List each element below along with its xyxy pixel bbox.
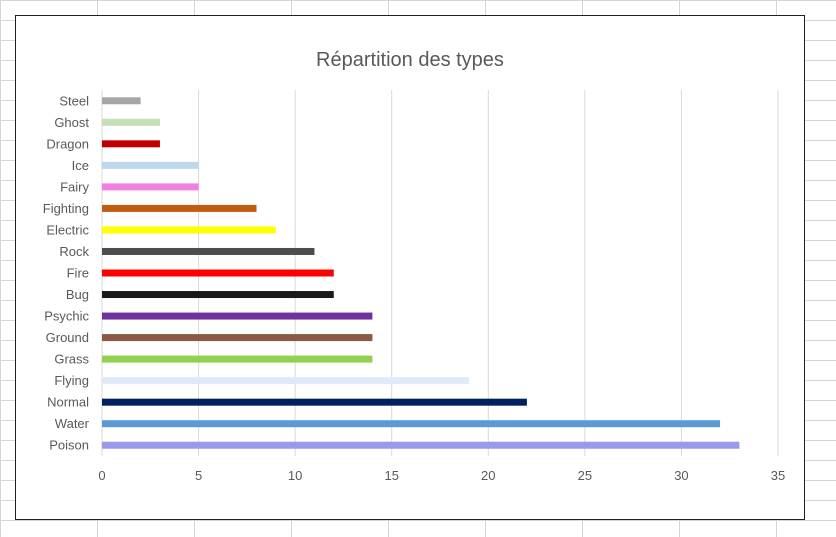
category-label: Bug [66,287,89,302]
x-tick-label: 35 [771,468,785,483]
bars [102,97,740,449]
x-tick-label: 5 [195,468,202,483]
chart-title: Répartition des types [316,49,504,71]
bar-fire [102,269,334,277]
bar-ice [102,161,199,169]
chart-area: Répartition des types [15,15,805,520]
category-label: Ground [46,330,89,345]
category-label: Flying [54,373,89,388]
x-axis-tick-labels: 0 5 10 15 20 25 30 35 [98,468,785,483]
bar-normal [102,398,527,406]
category-label: Fairy [60,179,89,194]
category-label: Grass [54,352,89,367]
category-label: Normal [47,395,89,410]
category-label: Electric [46,222,89,237]
bar-flying [102,377,469,385]
category-label: Rock [59,244,89,259]
bar-grass [102,355,373,363]
x-tick-label: 15 [384,468,398,483]
bar-fighting [102,204,257,212]
category-label: Fighting [43,201,89,216]
category-label: Steel [59,93,89,108]
bar-ghost [102,118,160,126]
category-label: Psychic [44,309,89,324]
bar-bug [102,291,334,299]
category-label: Water [55,416,90,431]
bar-ground [102,334,373,342]
bar-steel [102,97,141,105]
category-label: Fire [67,266,89,281]
bar-psychic [102,312,373,320]
category-labels: Steel Ghost Dragon Ice Fairy Fighting Electric… [43,93,90,452]
bar-electric [102,226,276,234]
category-label: Ghost [54,115,89,130]
x-tick-label: 30 [674,468,688,483]
category-label: Ice [72,158,89,173]
category-label: Dragon [46,136,89,151]
category-label: Poison [49,438,89,453]
bar-dragon [102,140,160,148]
bar-poison [102,441,740,449]
x-tick-label: 25 [578,468,592,483]
bar-fairy [102,183,199,191]
x-tick-label: 10 [288,468,302,483]
bar-water [102,420,721,428]
x-tick-label: 0 [98,468,105,483]
bar-rock [102,247,315,255]
x-tick-label: 20 [481,468,495,483]
